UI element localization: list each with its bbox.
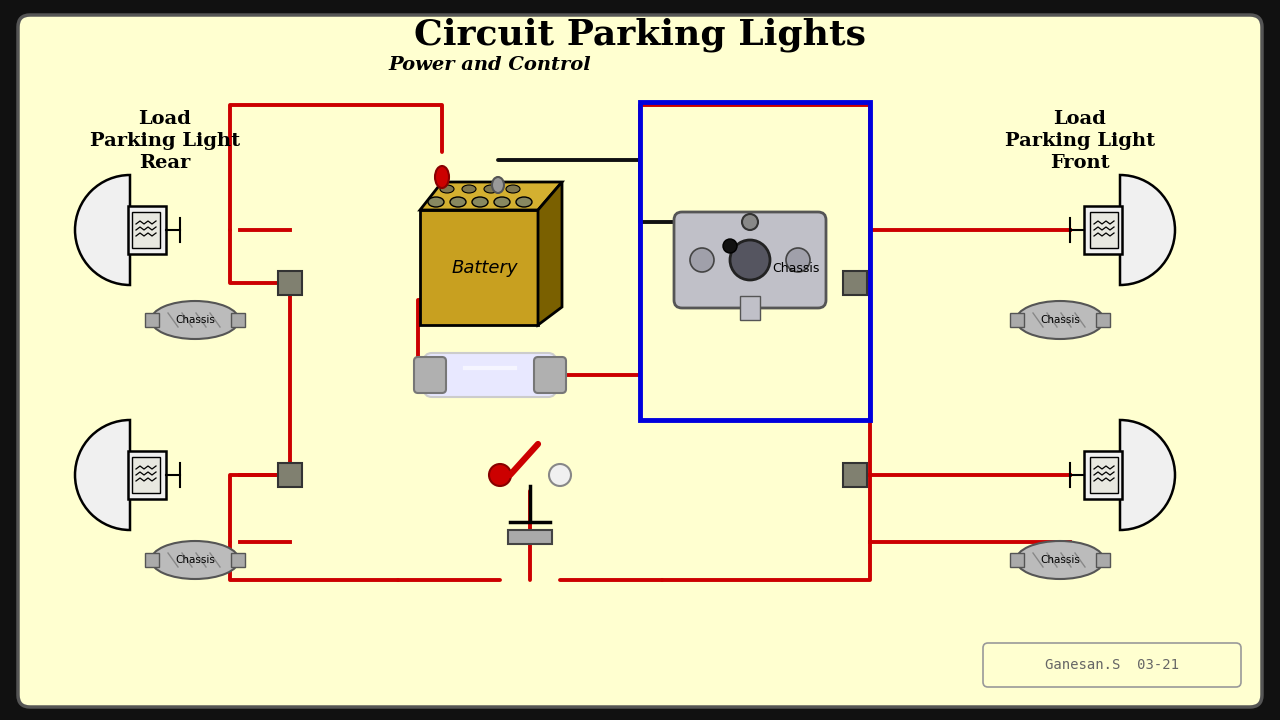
Text: Chassis: Chassis <box>175 315 215 325</box>
Circle shape <box>489 464 511 486</box>
Wedge shape <box>76 175 131 285</box>
Ellipse shape <box>494 197 509 207</box>
Text: Chassis: Chassis <box>1041 555 1080 565</box>
Bar <box>1010 313 1024 327</box>
Polygon shape <box>538 182 562 325</box>
Circle shape <box>723 239 737 253</box>
Circle shape <box>549 464 571 486</box>
Circle shape <box>742 214 758 230</box>
Bar <box>844 271 867 295</box>
Bar <box>1096 553 1110 567</box>
Ellipse shape <box>151 541 239 579</box>
Text: Chassis: Chassis <box>1041 315 1080 325</box>
Bar <box>132 457 160 493</box>
Bar <box>278 271 302 295</box>
Text: Battery: Battery <box>452 259 518 277</box>
Ellipse shape <box>1016 541 1103 579</box>
FancyBboxPatch shape <box>18 15 1262 707</box>
Circle shape <box>690 248 714 272</box>
Ellipse shape <box>1016 301 1103 339</box>
Text: Load
Parking Light
Rear: Load Parking Light Rear <box>90 110 241 172</box>
Bar <box>1010 553 1024 567</box>
Polygon shape <box>420 182 562 210</box>
Bar <box>230 553 244 567</box>
Wedge shape <box>1120 175 1175 285</box>
Text: Chassis: Chassis <box>175 555 215 565</box>
Bar <box>145 313 159 327</box>
FancyBboxPatch shape <box>424 353 556 397</box>
FancyBboxPatch shape <box>675 212 826 308</box>
Ellipse shape <box>151 301 239 339</box>
Ellipse shape <box>451 197 466 207</box>
Bar <box>844 463 867 487</box>
Circle shape <box>786 248 810 272</box>
Ellipse shape <box>516 197 532 207</box>
Bar <box>1091 457 1117 493</box>
FancyBboxPatch shape <box>413 357 445 393</box>
Wedge shape <box>76 420 131 530</box>
Ellipse shape <box>506 185 520 193</box>
Ellipse shape <box>484 185 498 193</box>
Bar <box>420 210 538 325</box>
Ellipse shape <box>492 177 504 193</box>
Ellipse shape <box>428 197 444 207</box>
Bar <box>128 206 166 254</box>
Ellipse shape <box>472 197 488 207</box>
Text: Ganesan.S  03-21: Ganesan.S 03-21 <box>1044 658 1179 672</box>
Bar <box>1084 451 1123 499</box>
Text: Chassis: Chassis <box>772 261 819 274</box>
Bar <box>132 212 160 248</box>
Bar <box>145 553 159 567</box>
Ellipse shape <box>440 185 454 193</box>
Bar <box>1091 212 1117 248</box>
Bar <box>278 463 302 487</box>
Bar <box>1084 206 1123 254</box>
Text: Power and Control: Power and Control <box>389 56 591 74</box>
Bar <box>508 530 552 544</box>
Bar <box>1096 313 1110 327</box>
FancyBboxPatch shape <box>534 357 566 393</box>
Circle shape <box>730 240 771 280</box>
Ellipse shape <box>462 185 476 193</box>
Text: Load
Parking Light
Front: Load Parking Light Front <box>1005 110 1155 172</box>
Text: Circuit Parking Lights: Circuit Parking Lights <box>413 18 867 53</box>
Bar <box>128 451 166 499</box>
Bar <box>740 296 760 320</box>
Wedge shape <box>1120 420 1175 530</box>
Ellipse shape <box>435 166 449 188</box>
Bar <box>640 102 870 420</box>
FancyBboxPatch shape <box>983 643 1242 687</box>
Bar <box>230 313 244 327</box>
